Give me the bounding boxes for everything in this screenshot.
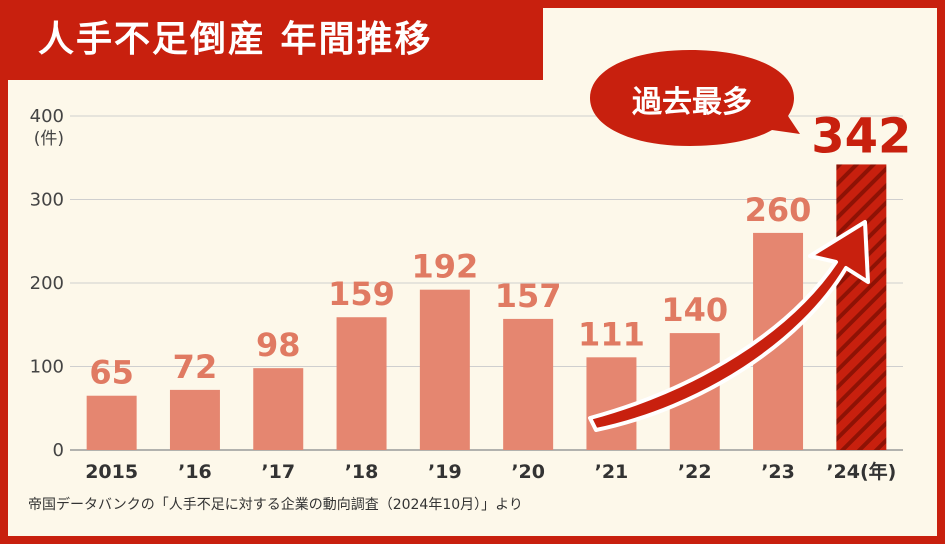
x-tick-label: 2015 <box>85 461 138 483</box>
data-label: 98 <box>256 326 301 364</box>
x-tick-label: ’19 <box>428 461 462 483</box>
bar <box>336 317 387 450</box>
bar <box>586 357 637 450</box>
x-tick-label: ’16 <box>178 461 212 483</box>
y-axis-label: (件) <box>34 129 64 149</box>
y-tick-label: 300 <box>30 190 64 211</box>
chart-title: 人手不足倒産 年間推移 <box>38 19 433 60</box>
bar <box>419 289 470 450</box>
bar <box>169 389 220 450</box>
x-tick-label: ’23 <box>761 461 795 483</box>
title-banner: 人手不足倒産 年間推移 <box>8 0 543 80</box>
data-label: 342 <box>811 108 911 164</box>
x-tick-label: ’17 <box>261 461 295 483</box>
data-label: 72 <box>173 348 218 386</box>
data-label: 140 <box>661 291 728 329</box>
y-tick-label: 200 <box>30 273 64 294</box>
x-tick-label: ’22 <box>678 461 712 483</box>
bar <box>503 318 554 450</box>
source-note: 帝国データバンクの「人手不足に対する企業の動向調査（2024年10月）」より <box>28 497 523 513</box>
x-tick-label: ’18 <box>345 461 379 483</box>
callout-text: 過去最多 <box>632 85 752 120</box>
growth-arrow-icon <box>588 220 870 432</box>
data-label: 111 <box>578 315 645 353</box>
x-tick-label: ’20 <box>511 461 545 483</box>
data-label: 192 <box>411 248 478 286</box>
x-tick-label: ’21 <box>595 461 629 483</box>
bar <box>86 395 137 450</box>
data-label: 159 <box>328 275 395 313</box>
data-label: 260 <box>745 191 812 229</box>
y-tick-label: 100 <box>30 357 64 378</box>
y-tick-label: 0 <box>53 440 64 461</box>
data-label: 65 <box>89 354 134 392</box>
data-label: 157 <box>495 277 562 315</box>
x-tick-label: ’24(年) <box>826 460 896 483</box>
callout-bubble <box>590 50 800 146</box>
bar <box>836 164 887 450</box>
y-tick-label: 400 <box>30 106 64 127</box>
bar <box>253 368 304 450</box>
